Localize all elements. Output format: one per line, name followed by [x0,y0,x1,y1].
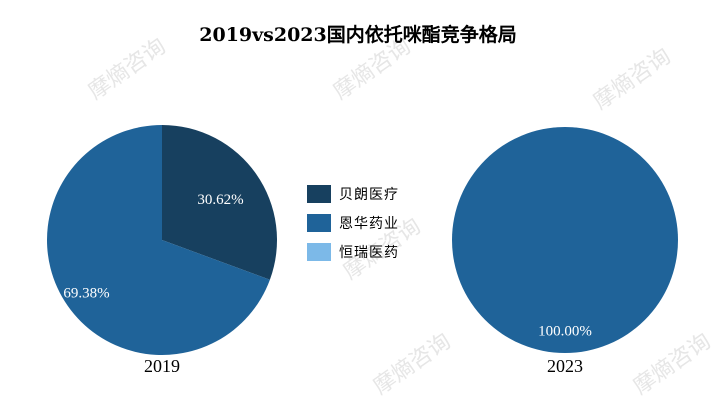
pie-slice-2019-恩华药业 [46,125,270,356]
legend-label: 恩华药业 [339,216,399,232]
pie-value-label: 100.00% [538,323,592,339]
legend-label: 贝朗医疗 [339,187,399,203]
pie-slice-2023-恩华药业 [452,127,678,353]
watermark-text: 摩熵咨询 [369,329,455,400]
pie-value-label: 69.38% [63,286,109,302]
pie-value-label: 30.62% [197,192,243,208]
chart-title: 2019vs2023国内依托咪酯竞争格局 [199,23,517,46]
pie-2019: 30.62% 69.38% 2019 [46,125,277,376]
legend-swatch [307,185,331,203]
pie-year-label: 2023 [547,356,583,376]
legend-item: 恩华药业 [307,214,399,232]
legend-swatch [307,214,331,232]
pie-year-label: 2019 [144,356,180,376]
pie-slice-2019-贝朗医疗 [162,125,277,280]
legend-swatch [307,243,331,261]
legend-label: 恒瑞医药 [339,245,399,261]
legend-item: 贝朗医疗 [307,185,399,203]
watermark-text: 摩熵咨询 [589,44,675,115]
watermark-text: 摩熵咨询 [84,34,170,105]
watermark-text: 摩熵咨询 [629,329,715,400]
legend-item: 恒瑞医药 [307,243,399,261]
pies: 30.62% 69.38% 2019 100.00% 2023 [46,125,678,376]
pie-2023: 100.00% 2023 [452,127,678,376]
